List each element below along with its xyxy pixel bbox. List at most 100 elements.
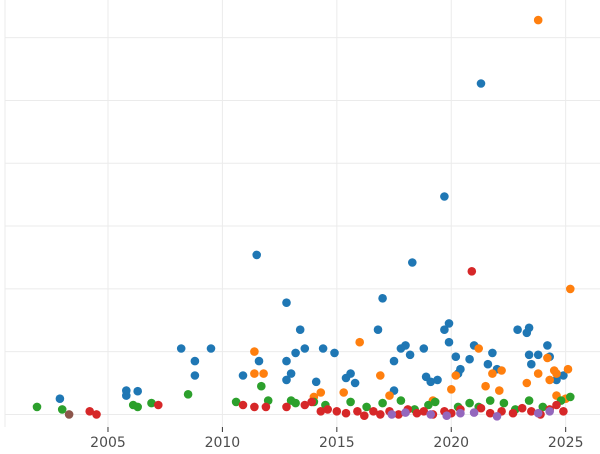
data-point-s0-53 bbox=[527, 359, 536, 369]
data-point-s0-38 bbox=[444, 319, 454, 328]
data-point-s0-14 bbox=[286, 369, 296, 378]
data-point-s0-6 bbox=[190, 371, 200, 380]
data-point-s0-18 bbox=[311, 377, 321, 387]
data-point-s3-36 bbox=[559, 407, 568, 416]
data-point-s1-23 bbox=[552, 369, 561, 378]
data-point-s3-20 bbox=[412, 408, 422, 418]
data-point-s2-27 bbox=[538, 402, 548, 412]
data-point-s0-30 bbox=[405, 350, 415, 360]
data-point-s2-10 bbox=[291, 398, 300, 408]
data-point-s2-0 bbox=[32, 402, 42, 412]
data-point-s2-18 bbox=[424, 400, 433, 410]
data-point-s0-23 bbox=[350, 378, 360, 388]
data-point-s3-4 bbox=[250, 402, 259, 412]
data-point-s0-58 bbox=[559, 371, 568, 380]
data-point-s0-57 bbox=[552, 375, 561, 385]
data-point-s0-43 bbox=[465, 354, 474, 364]
data-point-s0-15 bbox=[291, 348, 300, 358]
data-point-s0-20 bbox=[330, 348, 339, 358]
data-point-s3-15 bbox=[369, 407, 378, 416]
x-tick-label-3: 2020 bbox=[433, 435, 469, 450]
data-point-s1-7 bbox=[376, 371, 385, 380]
data-point-s0-29 bbox=[401, 341, 410, 350]
x-tick-label-2: 2015 bbox=[319, 435, 355, 450]
data-point-s4-7 bbox=[533, 408, 543, 418]
data-point-s3-26 bbox=[467, 267, 477, 276]
data-point-s1-25 bbox=[566, 284, 575, 294]
data-point-s0-36 bbox=[440, 325, 449, 335]
data-point-s2-24 bbox=[499, 398, 509, 408]
data-point-s3-21 bbox=[419, 407, 429, 416]
data-point-s3-16 bbox=[376, 410, 385, 419]
data-point-s0-4 bbox=[176, 344, 186, 353]
data-point-s3-3 bbox=[238, 400, 248, 410]
data-point-s2-4 bbox=[147, 398, 156, 408]
data-point-s4-0 bbox=[387, 410, 397, 419]
data-point-s0-19 bbox=[318, 344, 328, 353]
data-point-s3-10 bbox=[323, 405, 333, 414]
data-point-s4-3 bbox=[442, 411, 452, 421]
data-point-s0-16 bbox=[295, 325, 305, 335]
data-point-s1-16 bbox=[497, 366, 506, 375]
x-tick-label-1: 2010 bbox=[205, 435, 241, 450]
data-point-s3-35 bbox=[552, 400, 561, 410]
data-point-s0-47 bbox=[488, 348, 497, 358]
data-point-s1-20 bbox=[543, 353, 552, 363]
data-point-s0-42 bbox=[456, 364, 465, 374]
data-point-s0-52 bbox=[524, 350, 534, 360]
data-point-s4-2 bbox=[426, 410, 436, 419]
data-point-s2-16 bbox=[396, 396, 406, 405]
data-point-s2-29 bbox=[566, 392, 575, 402]
data-point-s3-9 bbox=[316, 407, 326, 416]
data-point-s0-31 bbox=[408, 258, 417, 267]
x-tick-label-0: 2005 bbox=[90, 435, 126, 450]
grid-layer bbox=[4, 0, 600, 427]
data-point-s0-49 bbox=[513, 325, 522, 335]
data-point-s0-17 bbox=[300, 344, 310, 353]
data-point-s2-13 bbox=[346, 397, 355, 407]
data-point-s5-0 bbox=[64, 410, 74, 419]
data-point-s1-6 bbox=[355, 337, 365, 347]
data-point-s3-13 bbox=[353, 407, 362, 416]
data-point-s1-13 bbox=[481, 381, 490, 391]
data-point-s0-55 bbox=[543, 341, 552, 350]
data-point-s0-10 bbox=[254, 356, 264, 366]
data-point-s0-7 bbox=[206, 344, 216, 353]
data-point-s3-30 bbox=[508, 408, 518, 418]
data-point-s0-27 bbox=[389, 356, 399, 366]
data-point-s3-12 bbox=[341, 408, 351, 418]
data-point-s0-11 bbox=[282, 298, 291, 308]
data-point-s1-18 bbox=[533, 15, 543, 25]
data-point-s0-12 bbox=[282, 356, 291, 366]
data-point-s0-32 bbox=[419, 344, 429, 353]
data-point-s3-8 bbox=[307, 397, 317, 407]
data-point-s1-0 bbox=[250, 347, 259, 356]
data-point-s3-7 bbox=[300, 400, 310, 410]
data-point-s0-45 bbox=[476, 79, 486, 88]
data-point-s1-4 bbox=[316, 388, 326, 397]
data-point-s0-24 bbox=[373, 325, 383, 335]
data-point-s1-10 bbox=[447, 385, 456, 394]
data-point-s2-15 bbox=[378, 398, 387, 408]
data-point-s3-11 bbox=[332, 407, 342, 416]
data-point-s1-14 bbox=[488, 369, 497, 378]
data-point-s0-5 bbox=[190, 356, 200, 366]
points-layer bbox=[32, 15, 575, 421]
data-point-s3-18 bbox=[394, 410, 403, 419]
data-point-s2-21 bbox=[465, 398, 474, 408]
data-point-s0-51 bbox=[524, 323, 534, 333]
data-point-s0-34 bbox=[426, 377, 436, 387]
data-point-s2-6 bbox=[231, 397, 241, 407]
data-point-s2-7 bbox=[257, 381, 266, 391]
data-point-s0-22 bbox=[346, 369, 355, 378]
data-point-s1-21 bbox=[545, 375, 554, 385]
data-point-s0-40 bbox=[451, 352, 461, 362]
data-point-s2-1 bbox=[57, 405, 67, 414]
data-point-s0-46 bbox=[483, 359, 493, 369]
x-axis: 2005 2010 2015 2020 2025 bbox=[90, 427, 584, 451]
data-point-s1-1 bbox=[250, 369, 259, 378]
data-point-s3-2 bbox=[154, 400, 163, 410]
x-tick-label-4: 2025 bbox=[548, 435, 584, 450]
